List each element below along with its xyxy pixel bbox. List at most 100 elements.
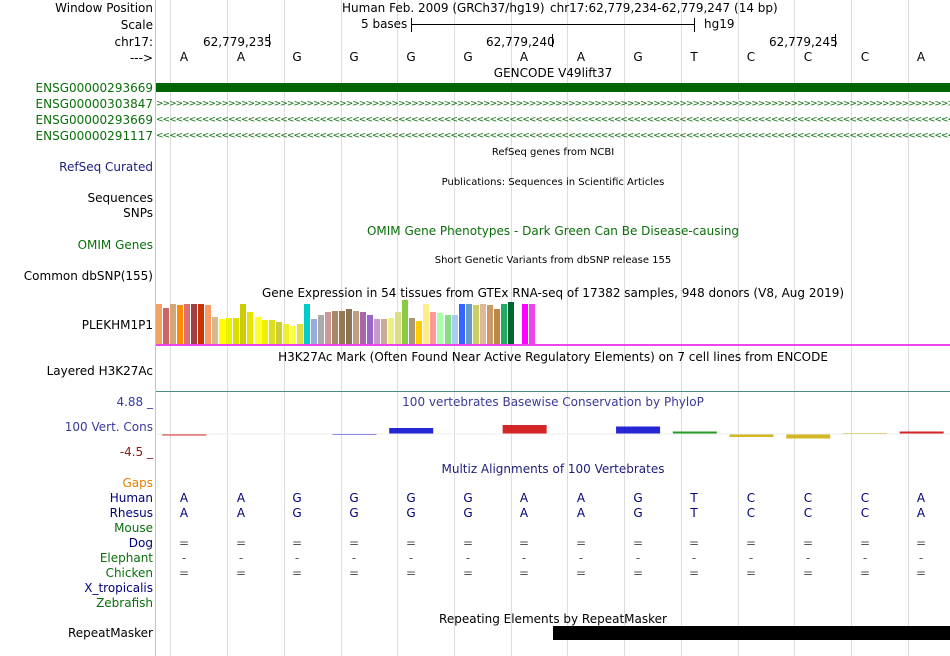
gtex-tissue-bar[interactable]: [459, 304, 465, 344]
repeatmasker-label[interactable]: RepeatMasker: [67, 626, 153, 640]
gtex-tissue-bar[interactable]: [409, 318, 415, 344]
gtex-tissue-bar[interactable]: [269, 320, 275, 344]
gtex-tissue-bar[interactable]: [156, 304, 162, 344]
multiz-species-label[interactable]: Human: [109, 491, 153, 505]
conservation-glyph[interactable]: [899, 431, 944, 435]
gtex-tissue-bar[interactable]: [318, 315, 324, 344]
gencode-track-label-3[interactable]: ENSG00000293669: [35, 113, 153, 127]
gtex-tissue-bar[interactable]: [395, 312, 401, 344]
gtex-tissue-bar[interactable]: [198, 304, 204, 344]
gencode-intron-forward[interactable]: >>>>>>>>>>>>>>>>>>>>>>>>>>>>>>>>>>>>>>>>…: [156, 101, 950, 107]
conservation-glyph[interactable]: [616, 426, 661, 435]
conservation-ymin: -4.5 _: [119, 445, 153, 459]
dbsnp-title: Short Genetic Variants from dbSNP releas…: [434, 255, 672, 266]
multiz-species-label[interactable]: Dog: [128, 536, 153, 550]
repeatmasker-element[interactable]: [553, 626, 950, 640]
grid-line: [851, 0, 852, 656]
gtex-tissue-bar[interactable]: [212, 317, 218, 344]
conservation-logo[interactable]: [156, 420, 950, 444]
gtex-tissue-bar[interactable]: [339, 311, 345, 344]
gtex-baseline: [156, 344, 950, 346]
multiz-species-label[interactable]: X_tropicalis: [84, 581, 153, 595]
multiz-species-label[interactable]: Zebrafish: [96, 596, 153, 610]
gtex-tissue-bar[interactable]: [325, 312, 331, 344]
gtex-tissue-bar[interactable]: [529, 304, 535, 344]
omim-label[interactable]: OMIM Genes: [77, 238, 153, 252]
gtex-tissue-bar[interactable]: [240, 304, 246, 344]
gtex-tissue-bar[interactable]: [276, 322, 282, 344]
gtex-tissue-bar[interactable]: [247, 312, 253, 344]
conservation-glyph[interactable]: [672, 431, 717, 435]
gtex-tissue-bar[interactable]: [402, 300, 408, 344]
gtex-tissue-bar[interactable]: [226, 318, 232, 344]
coord-tick-3: [835, 34, 836, 47]
multiz-gaps-label[interactable]: Gaps: [122, 476, 153, 490]
multiz-base: A: [236, 491, 246, 505]
publications-sequences-label[interactable]: Sequences: [87, 191, 153, 205]
gtex-tissue-bar[interactable]: [473, 305, 479, 344]
gencode-track-label-1[interactable]: ENSG00000293669: [35, 81, 153, 95]
multiz-base: C: [860, 506, 870, 520]
gtex-tissue-bar[interactable]: [262, 320, 268, 344]
publications-snps-label[interactable]: SNPs: [123, 206, 153, 220]
gencode-intron-reverse-2[interactable]: <<<<<<<<<<<<<<<<<<<<<<<<<<<<<<<<<<<<<<<<…: [156, 133, 950, 139]
gencode-track-label-2[interactable]: ENSG00000303847: [35, 97, 153, 111]
gtex-tissue-bar[interactable]: [494, 309, 500, 344]
conservation-label[interactable]: 100 Vert. Cons: [64, 420, 153, 434]
h3k27ac-label[interactable]: Layered H3K27Ac: [46, 364, 153, 378]
gtex-tissue-bar[interactable]: [367, 315, 373, 344]
gtex-tissue-bar[interactable]: [430, 312, 436, 344]
gtex-tissue-bar[interactable]: [163, 308, 169, 344]
base-letter: C: [746, 50, 756, 64]
gtex-tissue-bar[interactable]: [304, 304, 310, 344]
gtex-tissue-bar[interactable]: [353, 311, 359, 344]
gtex-tissue-bar[interactable]: [437, 313, 443, 344]
gtex-tissue-bar[interactable]: [374, 319, 380, 344]
gencode-intron-reverse-1[interactable]: <<<<<<<<<<<<<<<<<<<<<<<<<<<<<<<<<<<<<<<<…: [156, 117, 950, 123]
gtex-tissue-bar[interactable]: [191, 304, 197, 344]
gtex-tissue-bar[interactable]: [416, 321, 422, 344]
dbsnp-label[interactable]: Common dbSNP(155): [23, 269, 153, 283]
gtex-tissue-bar[interactable]: [487, 305, 493, 344]
scale-bar-right-tick: [694, 18, 695, 32]
gtex-tissue-bar[interactable]: [255, 317, 261, 344]
gtex-tissue-bar[interactable]: [332, 311, 338, 344]
gtex-tissue-bar[interactable]: [480, 304, 486, 344]
gtex-tissue-bar[interactable]: [346, 309, 352, 344]
gtex-tissue-bar[interactable]: [388, 318, 394, 344]
multiz-species-label[interactable]: Elephant: [99, 551, 153, 565]
gencode-track-label-4[interactable]: ENSG00000291117: [35, 129, 153, 143]
gtex-tissue-bar[interactable]: [311, 319, 317, 344]
gtex-tissue-bar[interactable]: [177, 305, 183, 344]
gtex-tissue-bar[interactable]: [381, 319, 387, 344]
gtex-tissue-bar[interactable]: [360, 312, 366, 344]
conservation-glyph[interactable]: [786, 434, 831, 439]
gtex-tissue-bar[interactable]: [290, 326, 296, 344]
gtex-tissue-bar[interactable]: [184, 304, 190, 344]
multiz-species-label[interactable]: Mouse: [114, 521, 153, 535]
gtex-tissue-bar[interactable]: [283, 324, 289, 344]
refseq-label[interactable]: RefSeq Curated: [59, 160, 153, 174]
gtex-tissue-bar[interactable]: [452, 315, 458, 344]
multiz-species-label[interactable]: Chicken: [105, 566, 153, 580]
gtex-tissue-bar[interactable]: [205, 305, 211, 344]
gtex-tissue-bar[interactable]: [466, 304, 472, 344]
gtex-tissue-bar[interactable]: [508, 302, 514, 344]
multiz-species-label[interactable]: Rhesus: [109, 506, 153, 520]
gtex-tissue-bar[interactable]: [501, 304, 507, 344]
gtex-tissue-bar[interactable]: [515, 300, 521, 344]
gtex-tissue-bar[interactable]: [445, 315, 451, 344]
conservation-glyph[interactable]: [729, 434, 774, 437]
gtex-bar-chart[interactable]: [156, 300, 536, 344]
gencode-exon-block[interactable]: [156, 83, 950, 92]
gtex-tissue-bar[interactable]: [423, 304, 429, 344]
conservation-glyph[interactable]: [502, 425, 547, 434]
conservation-glyph[interactable]: [389, 428, 434, 434]
conservation-glyph[interactable]: [162, 434, 207, 436]
gtex-gene-label[interactable]: PLEKHM1P1: [81, 318, 153, 332]
gtex-tissue-bar[interactable]: [297, 324, 303, 344]
gtex-tissue-bar[interactable]: [233, 318, 239, 344]
gtex-tissue-bar[interactable]: [170, 304, 176, 344]
gtex-tissue-bar[interactable]: [219, 319, 225, 344]
gtex-tissue-bar[interactable]: [522, 304, 528, 344]
